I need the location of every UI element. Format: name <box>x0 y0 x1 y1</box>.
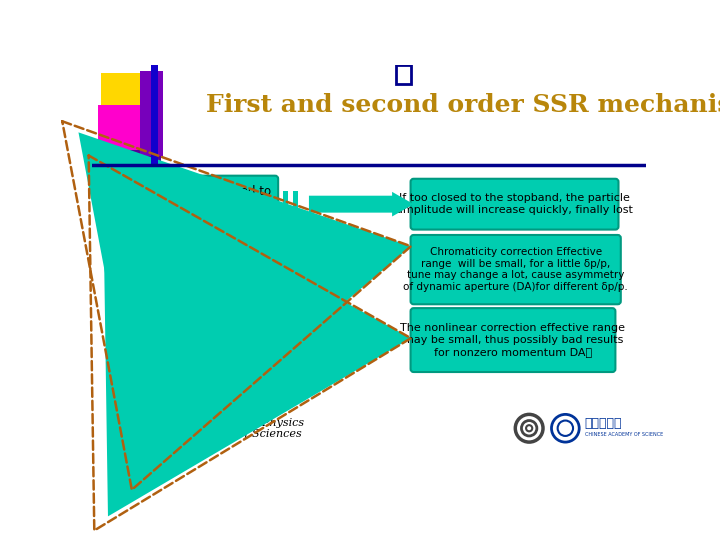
FancyBboxPatch shape <box>166 176 278 222</box>
FancyBboxPatch shape <box>410 235 621 304</box>
FancyBboxPatch shape <box>156 237 295 284</box>
Text: Particles with different momentum
will “experience” different optics, the
natura: Particles with different momentum will “… <box>105 321 331 354</box>
FancyBboxPatch shape <box>101 72 144 112</box>
Text: CHINESE ACADEMY OF SCIENCE: CHINESE ACADEMY OF SCIENCE <box>585 432 663 437</box>
Text: Beta function variation
rate will be large: Beta function variation rate will be lar… <box>158 246 294 274</box>
Text: Institute of High Energy Physics: Institute of High Energy Physics <box>121 418 304 428</box>
FancyBboxPatch shape <box>293 191 298 210</box>
FancyBboxPatch shape <box>283 191 288 210</box>
FancyBboxPatch shape <box>140 71 163 156</box>
FancyArrow shape <box>213 280 230 306</box>
Text: If too closed to the stopband, the particle
amplitude will increase quickly, fin: If too closed to the stopband, the parti… <box>396 193 633 215</box>
FancyBboxPatch shape <box>98 138 161 164</box>
FancyBboxPatch shape <box>410 179 618 230</box>
FancyBboxPatch shape <box>98 105 148 150</box>
FancyArrow shape <box>309 192 414 217</box>
FancyBboxPatch shape <box>410 308 616 372</box>
Text: Tune is closed to
stopband: Tune is closed to stopband <box>173 185 271 213</box>
Text: The nonlinear correction effective range
may be small, thus possibly bad results: The nonlinear correction effective range… <box>400 323 626 357</box>
FancyBboxPatch shape <box>123 303 312 372</box>
FancyBboxPatch shape <box>151 65 158 165</box>
Text: 中国科学院: 中国科学院 <box>585 417 622 430</box>
Text: Chromaticity correction Effective
range  will be small, for a little δp/p,
tune : Chromaticity correction Effective range … <box>403 247 628 292</box>
Text: Chinese Academy of Sciences: Chinese Academy of Sciences <box>134 429 302 440</box>
FancyArrow shape <box>213 219 230 240</box>
Text: First and second order SSR mechanism: First and second order SSR mechanism <box>206 93 720 117</box>
